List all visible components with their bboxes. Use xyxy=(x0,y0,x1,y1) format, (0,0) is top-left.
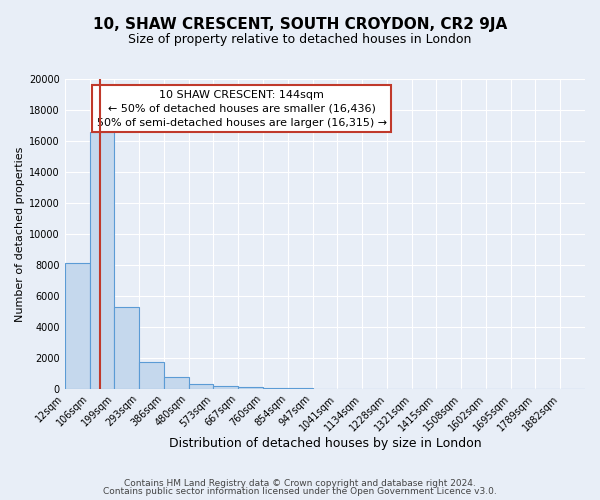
Y-axis label: Number of detached properties: Number of detached properties xyxy=(15,146,25,322)
Bar xyxy=(89,132,115,388)
Bar xyxy=(238,387,263,388)
Text: 10, SHAW CRESCENT, SOUTH CROYDON, CR2 9JA: 10, SHAW CRESCENT, SOUTH CROYDON, CR2 9J… xyxy=(93,18,507,32)
Bar xyxy=(115,306,139,388)
Bar xyxy=(188,384,214,388)
Bar xyxy=(164,377,188,388)
Text: Contains HM Land Registry data © Crown copyright and database right 2024.: Contains HM Land Registry data © Crown c… xyxy=(124,478,476,488)
Text: Contains public sector information licensed under the Open Government Licence v3: Contains public sector information licen… xyxy=(103,487,497,496)
Bar xyxy=(214,386,238,388)
Text: 10 SHAW CRESCENT: 144sqm
← 50% of detached houses are smaller (16,436)
50% of se: 10 SHAW CRESCENT: 144sqm ← 50% of detach… xyxy=(97,90,387,128)
Text: Size of property relative to detached houses in London: Size of property relative to detached ho… xyxy=(128,32,472,46)
X-axis label: Distribution of detached houses by size in London: Distribution of detached houses by size … xyxy=(169,437,481,450)
Bar xyxy=(65,264,89,388)
Bar xyxy=(139,362,164,388)
